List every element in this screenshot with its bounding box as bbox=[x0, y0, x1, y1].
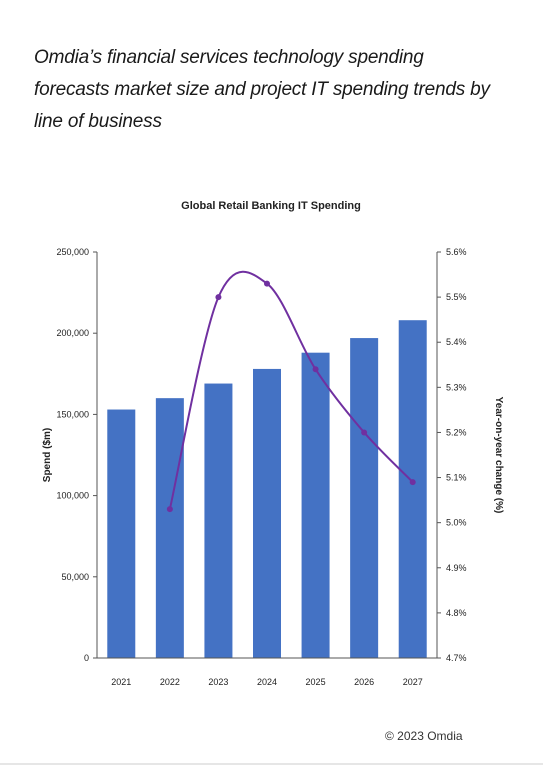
line-point-2026 bbox=[361, 429, 368, 436]
left-y-tick-label: 250,000 bbox=[56, 247, 89, 257]
page-headline: Omdia’s financial services technology sp… bbox=[34, 47, 490, 132]
line-point-2022 bbox=[166, 506, 173, 513]
left-y-tick-label: 100,000 bbox=[56, 491, 89, 501]
bar-2023 bbox=[204, 383, 233, 658]
x-tick-label: 2022 bbox=[160, 677, 180, 687]
bar-2022 bbox=[155, 398, 184, 658]
chart-axes bbox=[96, 252, 438, 659]
chart-title: Global Retail Banking IT Spending bbox=[181, 200, 361, 212]
line-series bbox=[166, 270, 416, 513]
left-y-tick-label: 150,000 bbox=[56, 409, 89, 419]
bar-2027 bbox=[398, 320, 427, 658]
right-y-tick-label: 5.0% bbox=[446, 518, 467, 528]
right-y-tick-label: 5.6% bbox=[446, 247, 467, 257]
right-y-tick-label: 4.9% bbox=[446, 563, 467, 573]
x-tick-label: 2021 bbox=[111, 677, 131, 687]
bar-2025 bbox=[301, 352, 330, 658]
line-point-2027 bbox=[409, 479, 416, 486]
right-y-tick-label: 5.2% bbox=[446, 427, 467, 437]
left-y-axis-ticks: 0 50,000 100,000 150,000 200,000 250,000 bbox=[56, 247, 97, 663]
right-y-tick-label: 5.1% bbox=[446, 473, 467, 483]
right-y-tick-label: 5.3% bbox=[446, 382, 467, 392]
right-y-axis-label: Year-on-year change (%) bbox=[493, 397, 504, 514]
bar-2024 bbox=[253, 368, 281, 658]
line-point-2023 bbox=[215, 294, 222, 301]
x-tick-label: 2027 bbox=[403, 677, 423, 687]
copyright-notice: © 2023 Omdia bbox=[385, 729, 463, 743]
right-y-tick-label: 4.7% bbox=[446, 653, 467, 663]
left-y-tick-label: 200,000 bbox=[56, 328, 89, 338]
line-point-2025 bbox=[312, 366, 319, 373]
x-tick-label: 2025 bbox=[306, 677, 326, 687]
left-y-tick-label: 0 bbox=[84, 653, 89, 663]
right-y-tick-label: 5.4% bbox=[446, 337, 467, 347]
x-axis-ticks: 2021 2022 2023 2024 2025 2026 2027 bbox=[111, 677, 422, 687]
bar-series bbox=[107, 320, 427, 658]
bar-2026 bbox=[350, 338, 379, 658]
x-tick-label: 2023 bbox=[208, 677, 228, 687]
x-tick-label: 2024 bbox=[257, 677, 277, 687]
right-y-axis-ticks: 4.7% 4.8% 4.9% 5.0% 5.1% 5.2% 5.3% 5.4% 5.5% 5.6% bbox=[437, 247, 467, 663]
right-y-tick-label: 4.8% bbox=[446, 608, 467, 618]
x-tick-label: 2026 bbox=[354, 677, 374, 687]
bottom-divider bbox=[0, 763, 543, 765]
left-y-axis-label: Spend ($m) bbox=[42, 428, 53, 482]
right-y-tick-label: 5.5% bbox=[446, 292, 467, 302]
left-y-tick-label: 50,000 bbox=[61, 572, 89, 582]
line-point-2024 bbox=[264, 280, 270, 287]
retail-banking-it-spending-chart: Global Retail Banking IT Spending 2021 20… bbox=[42, 200, 504, 687]
bar-2021 bbox=[107, 409, 136, 658]
